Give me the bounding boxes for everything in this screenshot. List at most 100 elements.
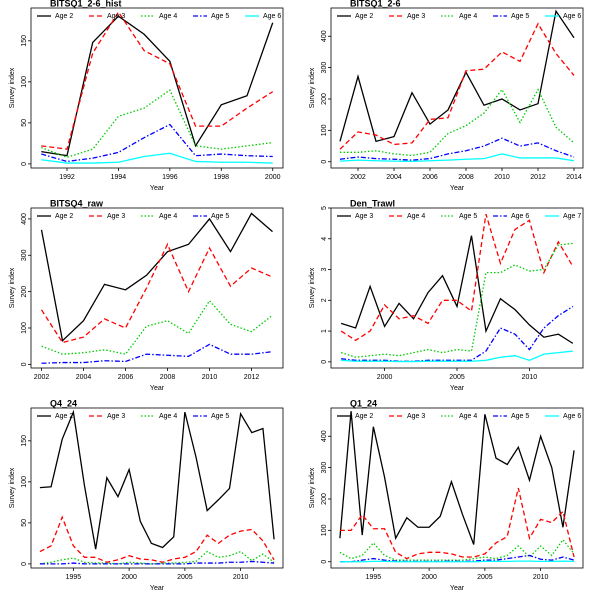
- y-axis-label: Survey index: [9, 67, 16, 108]
- legend-label: Age 3: [355, 213, 373, 220]
- x-tick-label: 2008: [160, 374, 176, 381]
- legend-label: Age 4: [407, 213, 425, 220]
- legend-label: Age 6: [511, 213, 529, 220]
- legend-label: Age 6: [563, 13, 581, 20]
- legend-label: Age 5: [511, 413, 529, 420]
- y-tick-label: 5: [321, 206, 328, 210]
- y-tick-label: 0: [21, 362, 28, 366]
- x-tick-label: 2004: [76, 374, 92, 381]
- legend-label: Age 5: [211, 213, 229, 220]
- x-tick-label: 2010: [233, 574, 249, 581]
- plot-frame: [330, 7, 584, 169]
- y-tick-label: 0: [321, 360, 328, 364]
- x-axis-label: Year: [450, 185, 465, 192]
- legend-label: Age 2: [55, 13, 73, 20]
- x-tick-label: 2006: [118, 374, 134, 381]
- y-tick-label: 400: [321, 430, 328, 442]
- panel-title: Den_Trawl: [350, 198, 395, 208]
- plot-frame: [330, 407, 584, 569]
- series-line: [339, 9, 575, 143]
- panel: Q4_24 Year Survey index 0 50 100 150 1995 2000 20…: [9, 398, 284, 592]
- x-tick-label: 2006: [422, 174, 438, 181]
- y-axis-label: Survey index: [309, 67, 316, 108]
- panel: BITSQ1_2-6 Year Survey index 0 100 200 300 400 2…: [309, 0, 584, 192]
- legend-label: Age 5: [511, 13, 529, 20]
- y-tick-label: 50: [21, 519, 28, 527]
- y-tick-label: 300: [321, 62, 328, 74]
- y-tick-label: 100: [321, 124, 328, 136]
- y-tick-label: 50: [21, 119, 28, 127]
- y-tick-label: 100: [21, 322, 28, 334]
- y-tick-label: 200: [21, 286, 28, 298]
- series-line: [340, 242, 573, 358]
- series-line: [39, 409, 275, 550]
- y-tick-label: 400: [321, 30, 328, 42]
- series-line: [41, 10, 274, 150]
- y-tick-label: 300: [21, 249, 28, 261]
- series-line: [339, 137, 575, 161]
- plot-frame: [330, 207, 584, 369]
- x-tick-label: 2010: [533, 574, 549, 581]
- legend-label: Age 5: [211, 413, 229, 420]
- x-tick-label: 2005: [177, 574, 193, 581]
- series-line: [40, 242, 273, 344]
- y-tick-label: 300: [321, 462, 328, 474]
- y-tick-label: 3: [321, 267, 328, 271]
- panel: Q1_24 Year Survey index 0 100 200 300 400 1995 20…: [309, 398, 584, 592]
- x-tick-label: 2004: [386, 174, 402, 181]
- legend-label: Age 2: [355, 13, 373, 20]
- x-tick-label: 2000: [121, 574, 137, 581]
- x-tick-label: 1994: [111, 174, 127, 181]
- legend-label: Age 5: [211, 13, 229, 20]
- series-line: [339, 560, 575, 563]
- panel-title: BITSQ1_2-6_hist: [50, 0, 122, 8]
- legend-label: Age 3: [107, 13, 125, 20]
- legend-label: Age 3: [407, 13, 425, 20]
- legend-label: Age 6: [263, 13, 281, 20]
- y-tick-label: 4: [321, 237, 328, 241]
- series-line: [41, 15, 274, 157]
- plot-frame: [30, 7, 284, 169]
- x-tick-label: 2012: [244, 374, 260, 381]
- legend-label: Age 4: [159, 213, 177, 220]
- panel-title: Q4_24: [50, 398, 77, 408]
- series-line: [40, 212, 273, 343]
- x-tick-label: 2000: [377, 374, 393, 381]
- x-axis-label: Year: [150, 385, 165, 392]
- series-line: [340, 213, 574, 342]
- plot-frame: [30, 407, 284, 569]
- series-line: [41, 123, 273, 163]
- series-line: [339, 153, 575, 163]
- y-tick-label: 100: [321, 524, 328, 536]
- legend-label: Age 4: [459, 13, 477, 20]
- x-tick-label: 2002: [34, 374, 50, 381]
- series-line: [39, 515, 275, 563]
- legend-label: Age 5: [459, 213, 477, 220]
- y-tick-label: 2: [321, 298, 328, 302]
- x-axis-label: Year: [150, 585, 165, 592]
- x-axis-label: Year: [150, 185, 165, 192]
- y-tick-label: 200: [321, 93, 328, 105]
- panel: Den_Trawl Year Survey index 0 1 2 3 4 5 2000 2005 2…: [309, 198, 584, 392]
- y-tick-label: 0: [21, 162, 28, 166]
- series-line: [41, 299, 273, 355]
- y-tick-label: 150: [21, 35, 28, 47]
- panel: BITSQ1_2-6_hist Year Survey index 0 50 100 150…: [9, 0, 284, 192]
- series-line: [339, 411, 575, 545]
- x-tick-label: 1998: [213, 174, 229, 181]
- plot-frame: [30, 207, 284, 369]
- series-line: [340, 235, 574, 344]
- x-tick-label: 2010: [522, 374, 538, 381]
- y-tick-label: 0: [321, 160, 328, 164]
- legend-label: Age 3: [107, 213, 125, 220]
- x-tick-label: 2002: [350, 174, 366, 181]
- panel-title: Q1_24: [350, 398, 377, 408]
- legend-label: Age 2: [55, 413, 73, 420]
- x-tick-label: 2010: [494, 174, 510, 181]
- panel: BITSQ4_raw Year Survey index 0 100 200 300 400 2…: [9, 198, 284, 392]
- legend-label: Age 3: [407, 413, 425, 420]
- legend-label: Age 4: [159, 413, 177, 420]
- legend-label: Age 2: [55, 213, 73, 220]
- y-tick-label: 100: [21, 76, 28, 88]
- y-axis-label: Survey index: [309, 267, 316, 308]
